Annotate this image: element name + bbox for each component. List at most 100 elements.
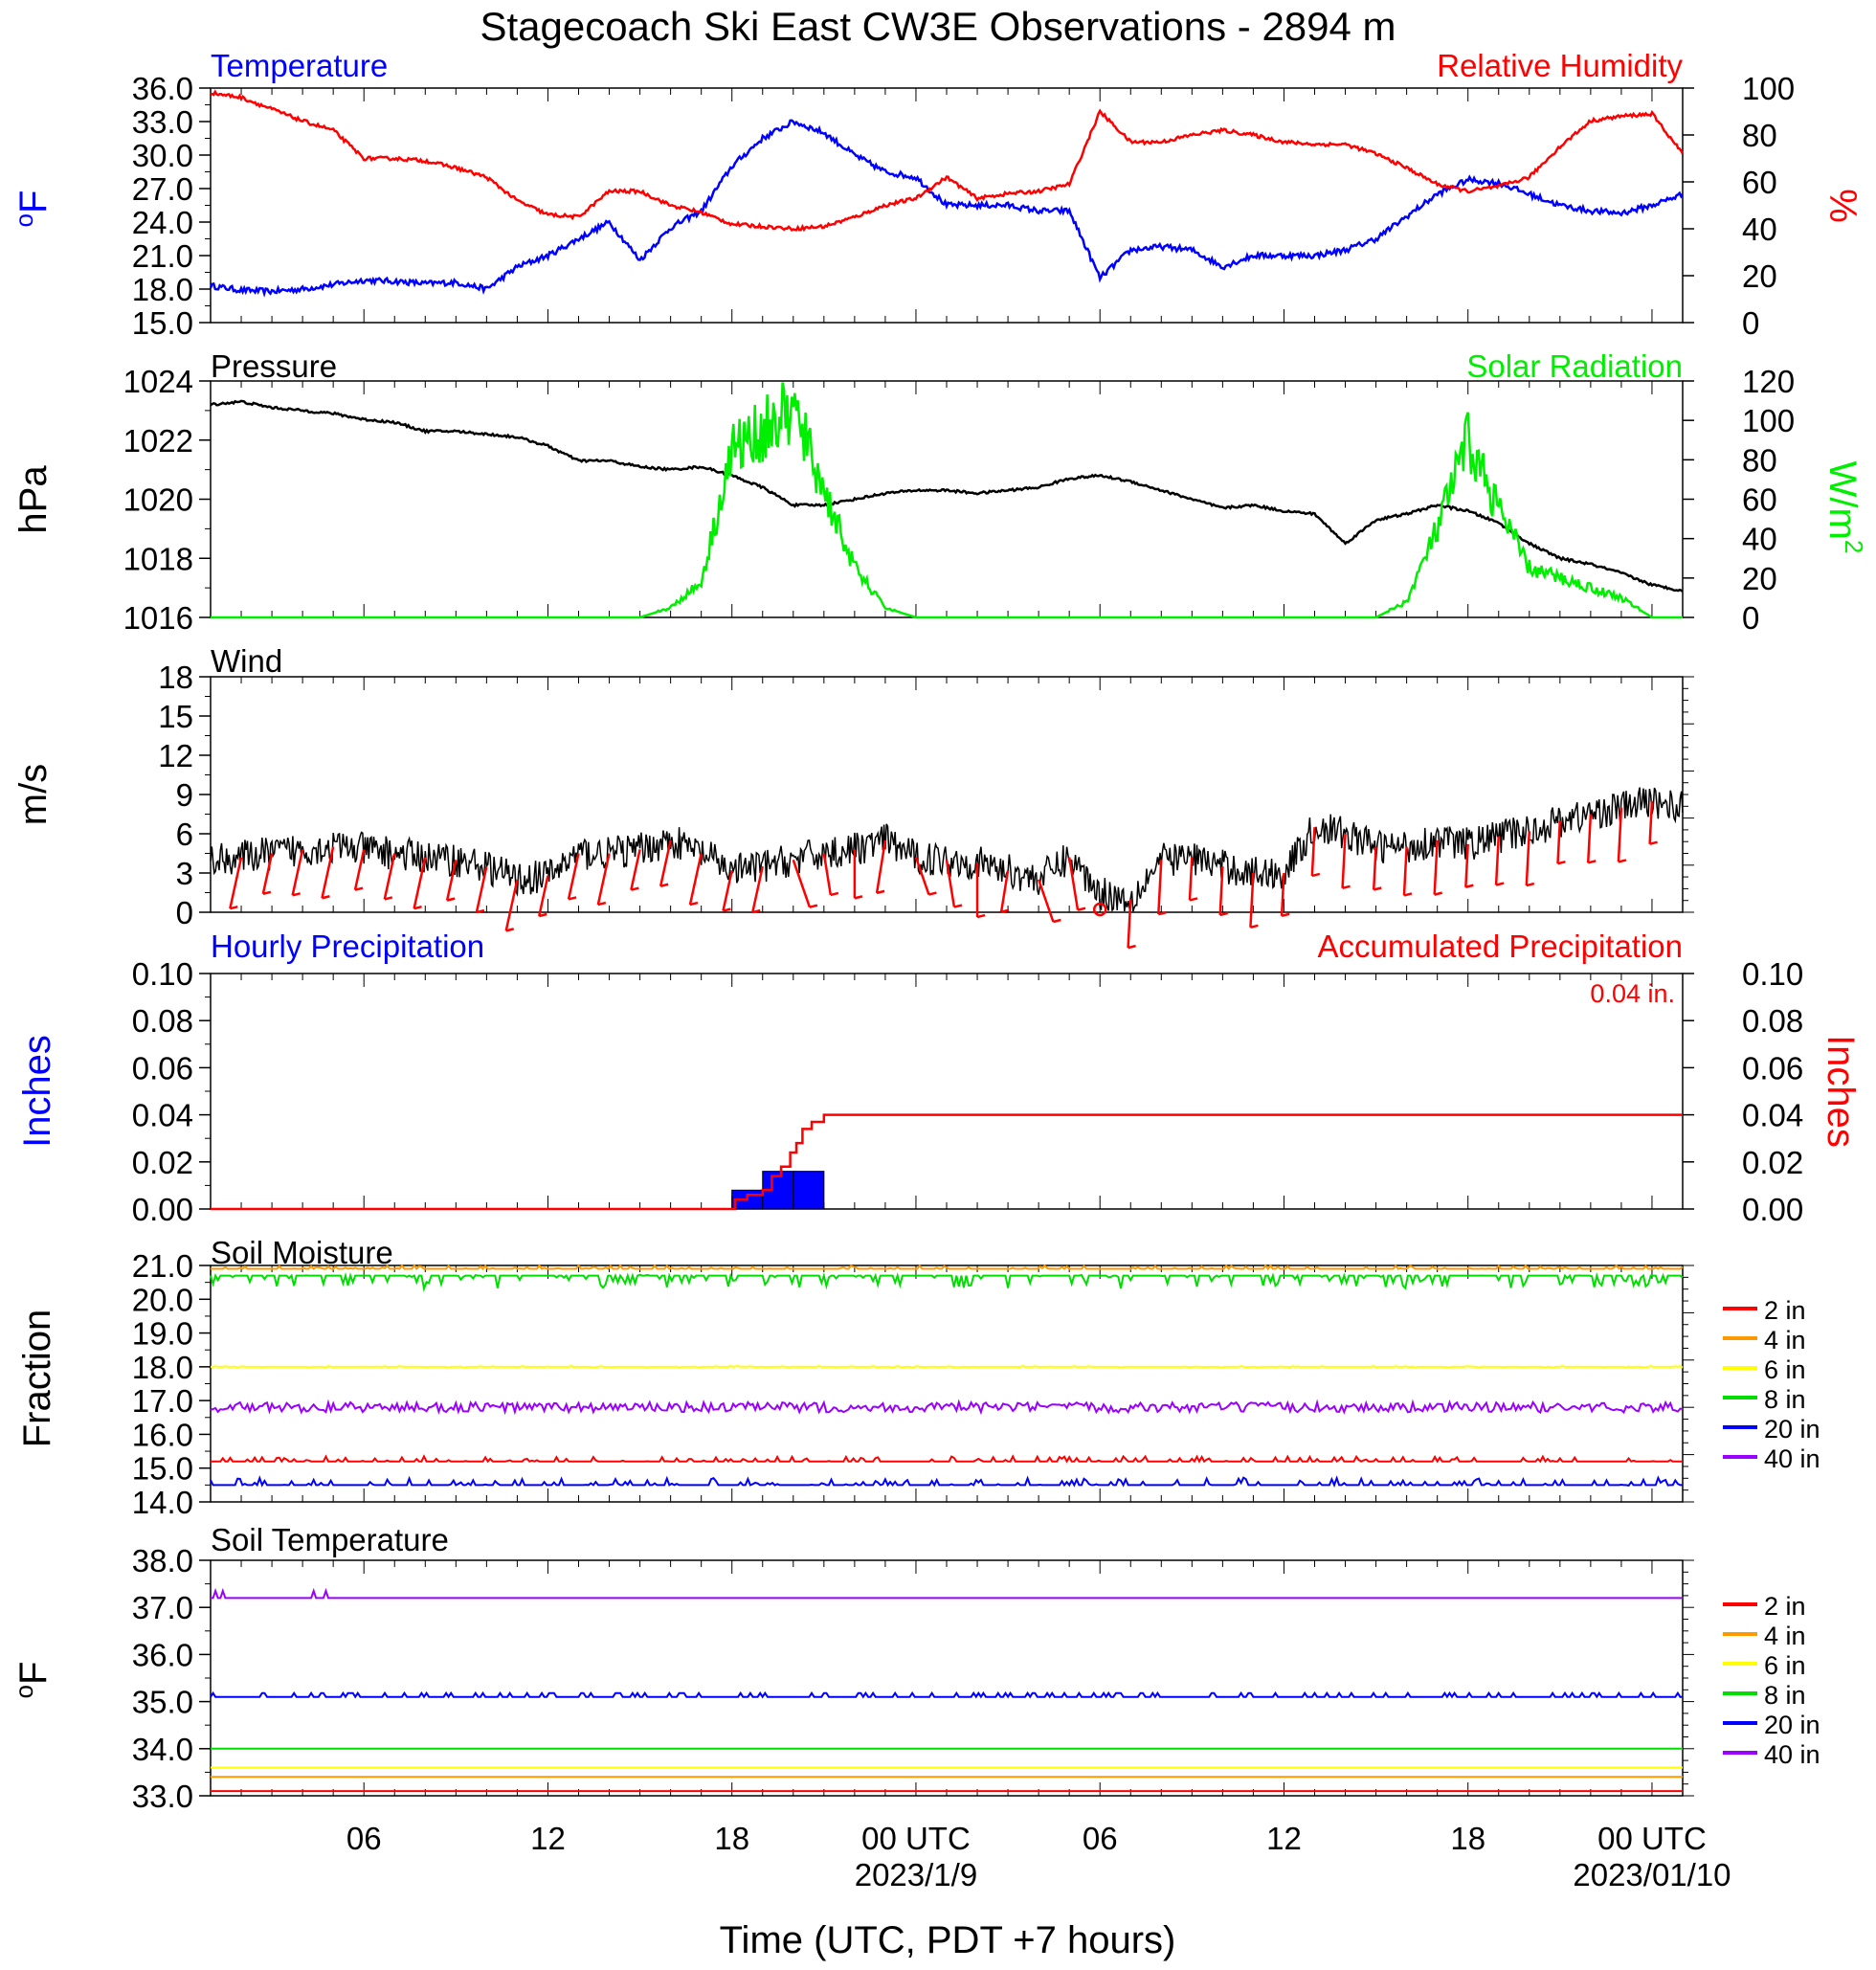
y-tick-label: 0.00 [132,1192,193,1227]
temperature-unit-label: oF [10,190,55,228]
pressure-title: Pressure [211,348,337,384]
temperature-plot-area: 36.033.030.027.024.021.018.015.0 100 80 60 4… [132,71,1795,341]
soil-temp-title: Soil Temperature [211,1522,449,1557]
wind-barb-flag [1053,918,1061,924]
wind-barb [229,857,243,909]
y-tick-label: 3 [176,856,193,891]
wind-barb-flag [1495,882,1505,886]
wind-barb-flag [413,905,422,910]
x-date-label: 2023/1/9 [855,1857,977,1892]
wind-barb [1617,807,1623,862]
y-tick-label: 6 [176,817,193,852]
wind-barb-flag [751,908,761,914]
pressure-series [210,399,1684,593]
legend-label: 8 in [1764,1681,1806,1710]
wind-barb-flag [505,928,515,932]
wind-barb-flag [1219,911,1229,917]
wind-barb-flag [568,896,577,901]
wind-barb [1494,836,1500,885]
wind-barb-flag [1158,910,1167,916]
soil-temp-plot-area: 38.0 37.0 36.0 35.0 34.0 33.0 [132,1543,1694,1814]
y-tick-label: 21.0 [132,1248,193,1284]
y-tick-label: 18.0 [132,272,193,307]
y-right-tick-label: 100 [1742,403,1795,438]
wind-barb [792,859,812,908]
x-tick-label: 18 [1450,1821,1485,1856]
x-axis-title: Time (UTC, PDT +7 hours) [720,1919,1176,1961]
wind-barb [1280,872,1285,916]
wind-barb [659,839,672,887]
figure-title: Stagecoach Ski East CW3E Observations - … [480,4,1396,49]
y-right-tick-label: 0.02 [1742,1145,1803,1180]
soil-moisture-series-20in [210,1475,1683,1489]
y-tick-label: 15.0 [132,1451,193,1487]
wind-barb [291,849,304,896]
y-right-tick-label: 80 [1742,442,1777,478]
y-tick-label: 17.0 [132,1383,193,1419]
y-tick-label: 1016 [123,600,193,636]
y-right-tick-label: 0 [1742,305,1759,341]
legend-label: 40 in [1764,1444,1820,1473]
x-tick-label: 12 [1266,1821,1302,1856]
y-tick-label: 0.10 [132,956,193,992]
temperature-panel: Temperature Relative Humidity 36.033.030… [10,48,1864,341]
wind-barb-flag [230,905,238,910]
wind-barb [1218,866,1224,916]
soil-moisture-plot-area: 21.020.019.018.017.016.015.014.0 [132,1248,1694,1520]
wind-unit-label: m/s [12,764,55,825]
wind-barb [596,853,611,906]
y-right-tick-label: 0.08 [1742,1003,1803,1039]
plot-frame [210,1265,1684,1503]
wind-barb [1249,872,1255,928]
wind-barb [1157,860,1163,915]
y-tick-label: 27.0 [132,171,193,207]
legend-label: 4 in [1764,1326,1806,1354]
wind-barb [945,860,956,907]
calm-wind-marker [1092,902,1107,917]
soil-moisture-series-40in [210,1399,1684,1416]
wind-barb [1310,827,1316,877]
x-tick-label: 00 UTC [861,1821,971,1856]
wind-barb [1525,831,1531,886]
plot-frame [210,676,1684,913]
legend-label: 6 in [1764,1355,1806,1384]
wind-barb-flag [476,908,485,914]
soil-moisture-panel: Soil Moisture 21.020.019.018.017.016.015… [16,1235,1820,1520]
wind-barb-flag [446,897,456,902]
wind-barb-flag [262,890,272,895]
precip-left-unit-label: Inches [16,1035,58,1148]
solar-title: Solar Radiation [1466,348,1683,384]
wind-barb [445,860,458,901]
y-tick-label: 1024 [123,364,193,399]
solar-unit-sup: 2 [1840,540,1868,553]
y-tick-label: 38.0 [132,1543,193,1578]
wind-barb-flag [1128,944,1136,950]
hourly-precip-title: Hourly Precipitation [211,929,484,964]
legend-label: 4 in [1764,1622,1806,1650]
y-tick-label: 18.0 [132,1350,193,1385]
y-right-tick-label: 0 [1742,600,1759,636]
y-tick-label: 12 [158,738,193,773]
precip-right-unit-label: Inches [1820,1035,1862,1148]
soil-moisture-unit-label: Fraction [16,1310,58,1448]
soil-moisture-series-6in [211,1364,1684,1369]
wind-barb [1648,800,1654,844]
temperature-series [209,119,1685,298]
wind-barb-flag [1077,907,1086,911]
legend-label: 2 in [1764,1592,1806,1621]
y-tick-label: 21.0 [132,238,193,274]
wind-barb-flag [689,901,699,907]
x-tick-label: 00 UTC [1597,1821,1707,1856]
wind-barb [1341,833,1347,888]
wind-barb [914,857,930,895]
soil-temp-panel: Soil Temperature 38.0 37.0 36.0 35.0 34.0 33.… [10,1522,1820,1814]
wind-barb-flag [292,892,301,897]
wind-barb-flag [1465,884,1474,888]
x-tick-label: 12 [530,1821,566,1856]
wind-barb-flag [809,904,818,908]
y-right-tick-label: 80 [1742,118,1777,153]
y-tick-label: 34.0 [132,1732,193,1767]
y-tick-label: 15.0 [132,305,193,341]
